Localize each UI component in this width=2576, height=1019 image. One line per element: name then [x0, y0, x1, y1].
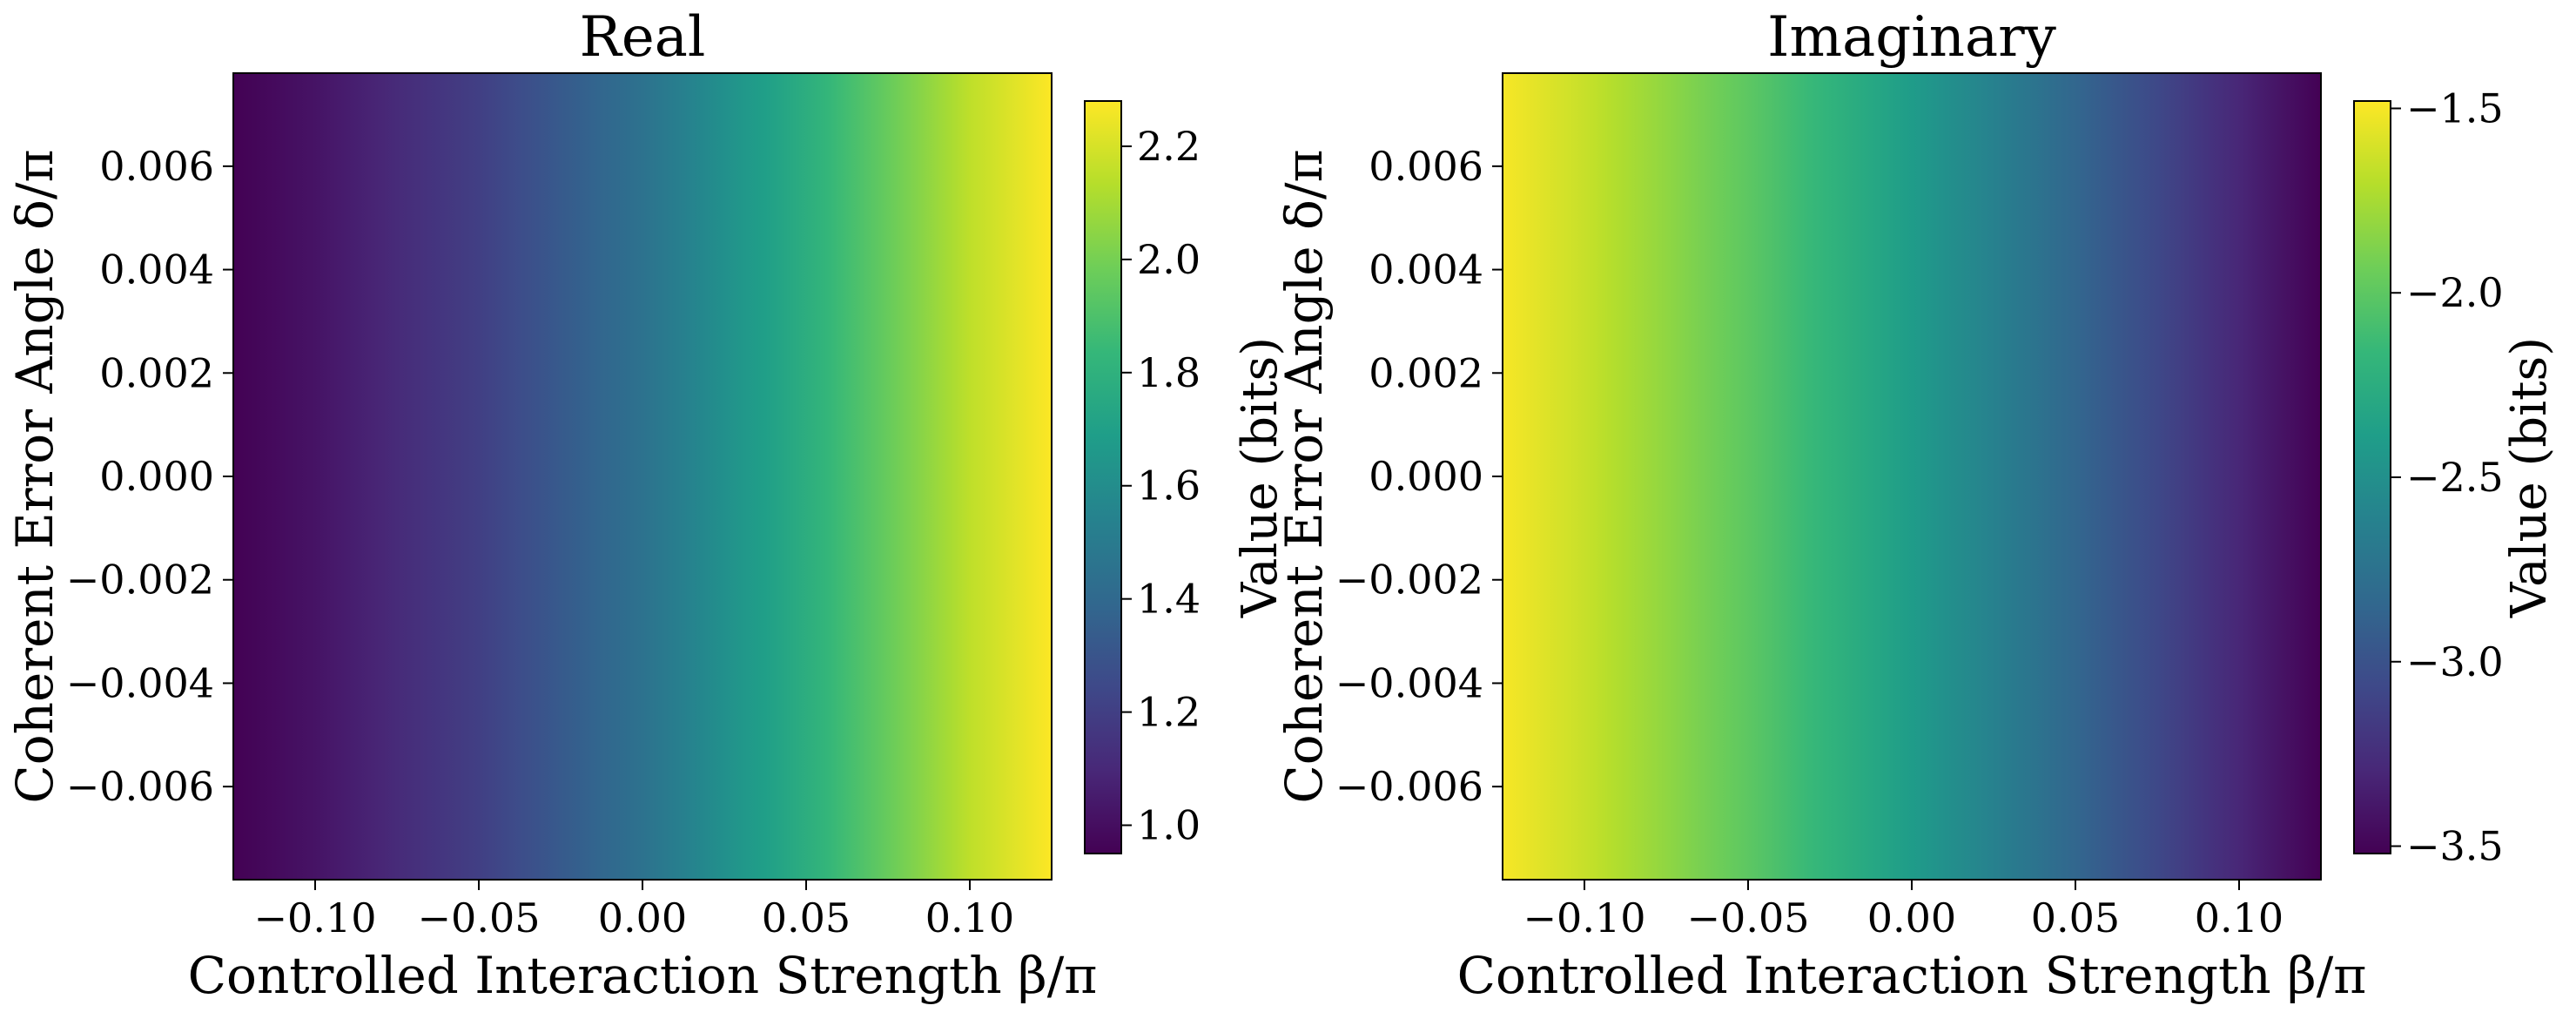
panel-imaginary: −0.10 −0.05 0.00 0.05 0.10 −0.006 −0.004 −0.002… [1275, 5, 2558, 1005]
x-tick-label: −0.10 [1523, 894, 1646, 941]
x-tick-label: 0.05 [2031, 894, 2120, 941]
colorbar-tick-label: −3.5 [2406, 823, 2504, 870]
y-tick-label: −0.002 [66, 557, 214, 604]
colorbar-tick-label: 1.2 [1137, 689, 1201, 736]
colorbar-tick-label: −3.0 [2406, 638, 2504, 685]
colorbar-tick-label: 1.6 [1137, 462, 1201, 510]
y-tick-label: 0.006 [99, 143, 214, 190]
y-tick-label: −0.004 [1335, 659, 1483, 706]
y-tick-label: 0.002 [99, 349, 214, 396]
y-tick-label: 0.004 [1369, 246, 1483, 294]
x-tick-label: 0.00 [1867, 894, 1956, 941]
heatmap-image [1503, 73, 2321, 880]
chart-title: Real [580, 5, 706, 70]
y-tick-label: −0.006 [1335, 763, 1483, 810]
x-tick-label: −0.05 [418, 894, 541, 941]
colorbar-label: Value (bits) [2501, 337, 2558, 618]
y-tick-label: −0.004 [66, 659, 214, 706]
x-axis-label: Controlled Interaction Strength β/π [1457, 946, 2367, 1005]
colorbar-label: Value (bits) [1232, 337, 1288, 618]
y-axis-label: Coherent Error Angle δ/π [1275, 149, 1334, 803]
y-tick-label: 0.006 [1369, 143, 1483, 190]
colorbar-tick-label: −1.5 [2406, 84, 2504, 132]
y-tick-label: −0.002 [1335, 557, 1483, 604]
heatmap-image [233, 73, 1052, 880]
x-tick-label: −0.10 [254, 894, 377, 941]
panel-real: −0.10 −0.05 0.00 0.05 0.10 −0.006 −0.004 −0.002… [5, 5, 1288, 1005]
x-tick-label: 0.10 [925, 894, 1014, 941]
colorbar-tick-label: 2.0 [1137, 236, 1201, 283]
colorbar-tick-label: 1.0 [1137, 802, 1201, 849]
y-axis-label: Coherent Error Angle δ/π [5, 149, 64, 803]
colorbar: 1.0 1.2 1.4 1.6 1.8 2.0 2.2 Value (bits) [1084, 100, 1288, 854]
colorbar-gradient [2353, 100, 2391, 854]
x-tick-label: 0.10 [2195, 894, 2283, 941]
chart-title: Imaginary [1767, 5, 2056, 70]
colorbar-tick-label: 2.2 [1137, 123, 1201, 170]
x-tick-label: 0.00 [598, 894, 687, 941]
y-tick-label: 0.000 [99, 453, 214, 500]
colorbar-tick-label: −2.5 [2406, 454, 2504, 501]
colorbar-gradient [1084, 100, 1122, 854]
x-tick-label: −0.05 [1687, 894, 1810, 941]
x-axis-label: Controlled Interaction Strength β/π [188, 946, 1098, 1005]
y-tick-label: 0.000 [1369, 453, 1483, 500]
colorbar-tick-label: 1.8 [1137, 349, 1201, 396]
x-tick-label: 0.05 [762, 894, 851, 941]
y-tick-label: 0.002 [1369, 349, 1483, 396]
colorbar-tick-label: −2.0 [2406, 269, 2504, 316]
y-tick-label: −0.006 [66, 763, 214, 810]
colorbar: −3.5 −3.0 −2.5 −2.0 −1.5 Value (bits) [2353, 84, 2558, 870]
colorbar-tick-label: 1.4 [1137, 576, 1201, 623]
y-tick-label: 0.004 [99, 246, 214, 294]
